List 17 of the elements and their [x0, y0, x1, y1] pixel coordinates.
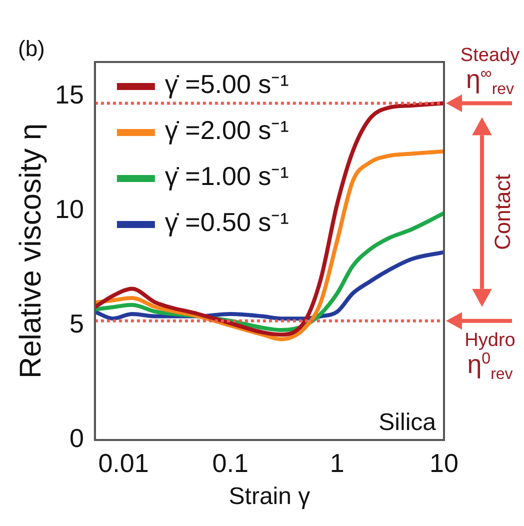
x-tick-label: 0.01: [98, 448, 149, 478]
y-axis-title: Relative viscosity η: [14, 123, 48, 379]
y-tick-label: 0: [69, 423, 84, 454]
legend-label: γ̇ =1.00 s⁻¹: [164, 161, 290, 192]
legend-label: γ̇ =2.00 s⁻¹: [164, 115, 290, 146]
annotation: Silica: [378, 409, 437, 436]
x-tick-label: 1: [330, 448, 344, 478]
x-tick-label: 0.1: [212, 448, 248, 478]
legend-label: γ̇ =5.00 s⁻¹: [164, 69, 290, 100]
y-tick-label: 10: [55, 194, 84, 224]
x-axis-title: Strain γ: [228, 483, 310, 510]
text: (b): [18, 36, 45, 61]
y-tick-label: 15: [55, 80, 84, 110]
y-tick-label: 5: [69, 308, 84, 339]
x-tick-label: 10: [430, 448, 458, 478]
text: Contact: [490, 174, 516, 250]
legend-label: γ̇ =0.50 s⁻¹: [164, 207, 290, 238]
